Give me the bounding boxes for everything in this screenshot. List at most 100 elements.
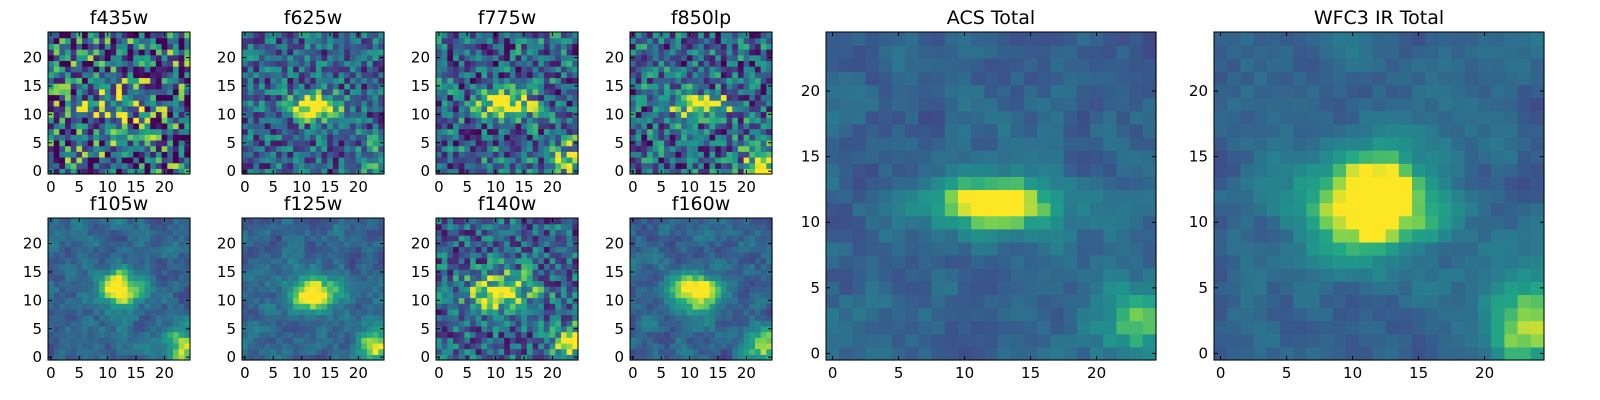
heatmap-cell [344, 218, 351, 225]
heatmap-cell [287, 269, 294, 276]
heatmap-cell [498, 314, 505, 321]
heatmap-cell [355, 117, 362, 124]
heatmap-cell [366, 83, 374, 90]
heatmap-cell [144, 145, 151, 152]
heatmap-cell [172, 303, 180, 310]
heatmap-cell [453, 43, 460, 50]
heatmap-cell [93, 60, 100, 67]
heatmap-cell [76, 280, 83, 287]
heatmap-cell [703, 94, 711, 101]
heatmap-cell [509, 60, 517, 67]
heatmap-cell [298, 240, 306, 247]
heatmap-cell [464, 54, 471, 61]
heatmap-cell [76, 337, 83, 344]
heatmap-cell [344, 145, 351, 152]
heatmap-cell [743, 77, 750, 84]
heatmap-cell [344, 320, 351, 327]
heatmap-cell [549, 151, 556, 158]
heatmap-cell [104, 308, 112, 316]
heatmap-cell [259, 342, 266, 350]
heatmap-cell [641, 77, 648, 84]
heatmap-cell [138, 291, 146, 299]
heatmap-cell [167, 105, 174, 113]
heatmap-cell [321, 105, 328, 113]
heatmap-cell [327, 223, 334, 230]
heatmap-cell [475, 303, 483, 310]
heatmap-cell [121, 240, 129, 247]
heatmap-cell [65, 77, 72, 84]
heatmap-cell [338, 49, 345, 56]
heatmap-cell [647, 83, 654, 90]
heatmap-cell [138, 314, 146, 321]
heatmap-cell [53, 134, 60, 141]
heatmap-cell [720, 71, 728, 79]
heatmap-cell [104, 257, 112, 265]
heatmap-cell [259, 286, 266, 293]
heatmap-cell [110, 83, 117, 90]
heatmap-cell [664, 151, 671, 158]
heatmap-cell [555, 122, 562, 130]
heatmap-cell [498, 151, 505, 158]
heatmap-cell [715, 49, 722, 56]
heatmap-cell [698, 314, 705, 321]
heatmap-cell [681, 100, 688, 107]
heatmap-cell [355, 60, 362, 67]
heatmap-cell [304, 83, 311, 90]
heatmap-cell [281, 274, 289, 282]
heatmap-cell [270, 240, 277, 247]
heatmap-cell [487, 77, 494, 84]
heatmap-cell [161, 291, 168, 299]
heatmap-cell [304, 151, 311, 158]
heatmap-cell [310, 348, 317, 355]
heatmap-cell [304, 325, 311, 333]
heatmap-cell [150, 274, 157, 282]
heatmap-cell [737, 151, 745, 158]
heatmap-cell [709, 77, 716, 84]
heatmap-cell [470, 337, 477, 344]
heatmap-cell [366, 66, 374, 73]
heatmap-cell [344, 66, 351, 73]
heatmap-cell [487, 280, 494, 287]
heatmap-cell [647, 297, 654, 304]
heatmap-cell [104, 162, 112, 169]
heatmap-cell [641, 145, 648, 152]
heatmap-cell [372, 314, 379, 321]
heatmap-cell [749, 37, 756, 44]
heatmap-cell [492, 229, 500, 236]
heatmap-cell [110, 60, 117, 67]
heatmap-cell [321, 37, 328, 44]
heatmap-cell [647, 156, 654, 164]
heatmap-cell [378, 280, 385, 287]
heatmap-cell [675, 354, 682, 361]
heatmap-cell [247, 94, 254, 101]
heatmap-cell [372, 71, 379, 79]
heatmap-cell [572, 71, 579, 79]
heatmap-cell [344, 111, 351, 118]
heatmap-cell [635, 117, 642, 124]
heatmap-cell [167, 246, 174, 253]
heatmap-cell [749, 83, 756, 90]
heatmap-cell [475, 134, 483, 141]
heatmap-cell [161, 122, 168, 130]
heatmap-cell [675, 291, 682, 299]
heatmap-cell [543, 252, 551, 259]
heatmap-cell [315, 111, 323, 118]
heatmap-cell [104, 297, 112, 304]
heatmap-cell [48, 122, 55, 130]
heatmap-cell [647, 151, 654, 158]
heatmap-cell [259, 218, 266, 225]
heatmap-cell [293, 274, 300, 282]
heatmap-cell [99, 263, 106, 270]
heatmap-cell [121, 43, 129, 50]
heatmap-cell [172, 263, 180, 270]
heatmap-cell [155, 168, 163, 175]
heatmap-cell [515, 162, 522, 169]
y-tick-label: 15 [217, 263, 236, 281]
heatmap-cell [441, 168, 448, 175]
heatmap-cell [681, 325, 688, 333]
heatmap-cell [532, 43, 539, 50]
heatmap-cell [293, 32, 300, 39]
heatmap-cell [436, 66, 443, 73]
heatmap-cell [287, 252, 294, 259]
